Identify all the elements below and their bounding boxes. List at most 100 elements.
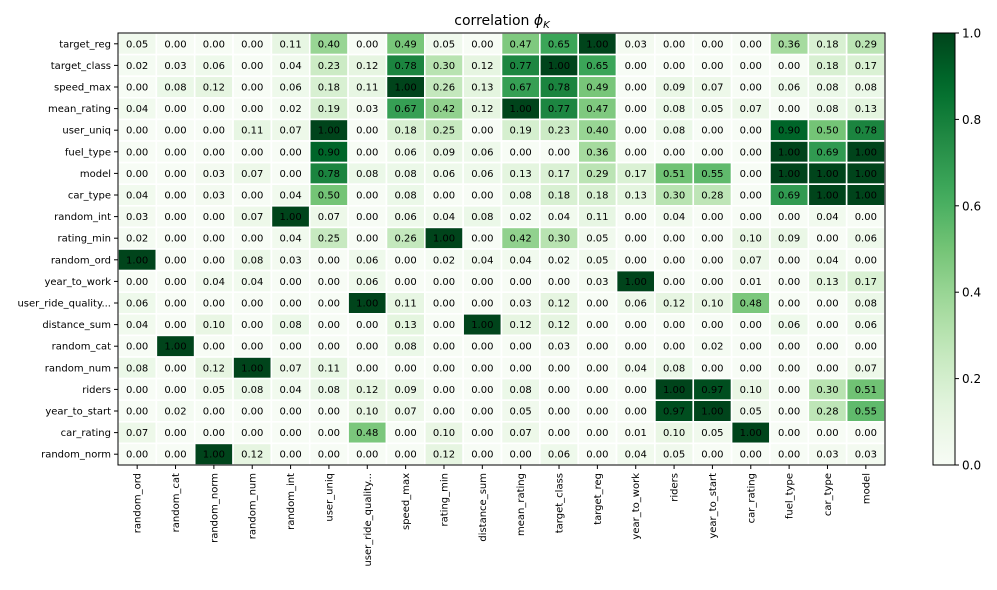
cell-value-label: 0.78 (394, 61, 416, 72)
cell-value-label: 0.00 (356, 450, 378, 461)
cell-value-label: 0.00 (203, 234, 225, 245)
cell-value-label: 0.00 (816, 320, 838, 331)
cell-value-label: 0.00 (586, 450, 608, 461)
cell-value-label: 0.00 (510, 342, 532, 353)
cell-value-label: 0.00 (701, 320, 723, 331)
cell-value-label: 0.00 (471, 234, 493, 245)
x-tick-label: mean_rating (516, 473, 527, 536)
heatmap-cells (117, 32, 886, 466)
cell-value-label: 0.10 (740, 385, 762, 396)
cell-value-label: 0.04 (279, 191, 301, 202)
cell-value-label: 0.02 (126, 61, 148, 72)
cell-value-label: 0.00 (164, 126, 186, 137)
cell-value-label: 0.06 (356, 277, 378, 288)
cell-value-label: 0.17 (625, 169, 647, 180)
x-tick-label: random_ord (133, 473, 144, 533)
cell-value-label: 0.00 (471, 363, 493, 374)
x-tick-label: car_type (823, 473, 834, 516)
y-tick-label: random_norm (41, 450, 111, 461)
cell-value-label: 0.00 (241, 147, 263, 158)
cell-value-label: 0.07 (701, 83, 723, 94)
cell-value-label: 0.03 (164, 61, 186, 72)
cell-value-label: 0.00 (279, 299, 301, 310)
cell-value-label: 0.08 (394, 342, 416, 353)
cell-value-label: 0.00 (778, 385, 800, 396)
cell-value-label: 1.00 (126, 255, 148, 266)
cell-value-label: 0.23 (318, 61, 340, 72)
x-tick-label: speed_max (401, 473, 412, 530)
cell-value-label: 0.00 (126, 126, 148, 137)
cell-value-label: 0.00 (586, 407, 608, 418)
cell-value-label: 0.00 (318, 255, 340, 266)
cell-value-label: 1.00 (778, 147, 800, 158)
cell-value-label: 0.00 (203, 299, 225, 310)
cell-value-label: 0.06 (394, 212, 416, 223)
cell-value-label: 0.48 (356, 428, 378, 439)
cell-value-label: 0.00 (548, 277, 570, 288)
cell-value-label: 0.00 (701, 255, 723, 266)
cell-value-label: 0.51 (663, 169, 685, 180)
cell-value-label: 0.05 (586, 255, 608, 266)
cell-value-label: 0.06 (855, 320, 877, 331)
cell-value-label: 0.28 (701, 191, 723, 202)
cell-value-label: 0.00 (318, 450, 340, 461)
cell-value-label: 0.08 (241, 385, 263, 396)
cell-value-label: 0.00 (356, 212, 378, 223)
cell-value-label: 0.13 (625, 191, 647, 202)
chart-title-main: correlation (454, 13, 534, 29)
cell-value-label: 0.00 (433, 363, 455, 374)
x-tick-label: model (861, 473, 872, 504)
cell-value-label: 0.03 (356, 104, 378, 115)
cell-value-label: 0.65 (548, 39, 570, 50)
cell-value-label: 0.55 (701, 169, 723, 180)
cell-value-label: 0.00 (356, 342, 378, 353)
cell-value-label: 0.00 (318, 407, 340, 418)
cell-value-label: 0.00 (701, 126, 723, 137)
y-tick-label: mean_rating (48, 104, 111, 115)
cell-value-label: 0.00 (740, 169, 762, 180)
cell-value-label: 1.00 (241, 363, 263, 374)
cell-value-label: 0.06 (778, 83, 800, 94)
cell-value-label: 0.00 (855, 255, 877, 266)
cell-value-label: 0.00 (241, 320, 263, 331)
cell-value-label: 0.00 (279, 147, 301, 158)
cell-value-label: 0.03 (203, 191, 225, 202)
cell-value-label: 0.07 (241, 212, 263, 223)
cell-value-label: 0.00 (625, 342, 647, 353)
cell-value-label: 0.69 (778, 191, 800, 202)
cell-value-label: 0.17 (855, 277, 877, 288)
cell-value-label: 0.00 (164, 299, 186, 310)
cell-value-label: 0.08 (663, 104, 685, 115)
cell-value-label: 0.00 (164, 428, 186, 439)
cell-value-label: 0.00 (164, 104, 186, 115)
cell-value-label: 1.00 (855, 191, 877, 202)
y-tick-label: year_to_work (44, 277, 111, 288)
y-tick-label: rating_min (58, 234, 111, 245)
cell-value-label: 0.00 (701, 147, 723, 158)
cell-value-label: 0.00 (356, 191, 378, 202)
cell-value-label: 0.05 (510, 407, 532, 418)
cell-value-label: 0.00 (625, 320, 647, 331)
cell-value-label: 1.00 (318, 126, 340, 137)
cell-value-label: 0.04 (126, 191, 148, 202)
cell-value-label: 0.08 (816, 104, 838, 115)
cell-value-label: 0.26 (394, 234, 416, 245)
cell-value-label: 0.50 (816, 126, 838, 137)
cell-value-label: 0.19 (510, 126, 532, 137)
cell-value-label: 0.77 (548, 104, 570, 115)
cell-value-label: 1.00 (778, 169, 800, 180)
cell-value-label: 0.00 (164, 255, 186, 266)
cell-value-label: 0.00 (241, 191, 263, 202)
cell-value-label: 0.00 (625, 104, 647, 115)
cell-value-label: 0.00 (203, 147, 225, 158)
cell-value-label: 1.00 (356, 299, 378, 310)
cell-value-label: 0.08 (510, 385, 532, 396)
cell-value-label: 0.11 (586, 212, 608, 223)
cell-value-label: 1.00 (855, 169, 877, 180)
cell-value-label: 1.00 (855, 147, 877, 158)
cell-value-label: 1.00 (816, 191, 838, 202)
cell-value-label: 0.12 (241, 450, 263, 461)
cell-value-label: 0.05 (433, 39, 455, 50)
cell-value-label: 0.97 (701, 385, 723, 396)
cell-value-label: 0.01 (740, 277, 762, 288)
